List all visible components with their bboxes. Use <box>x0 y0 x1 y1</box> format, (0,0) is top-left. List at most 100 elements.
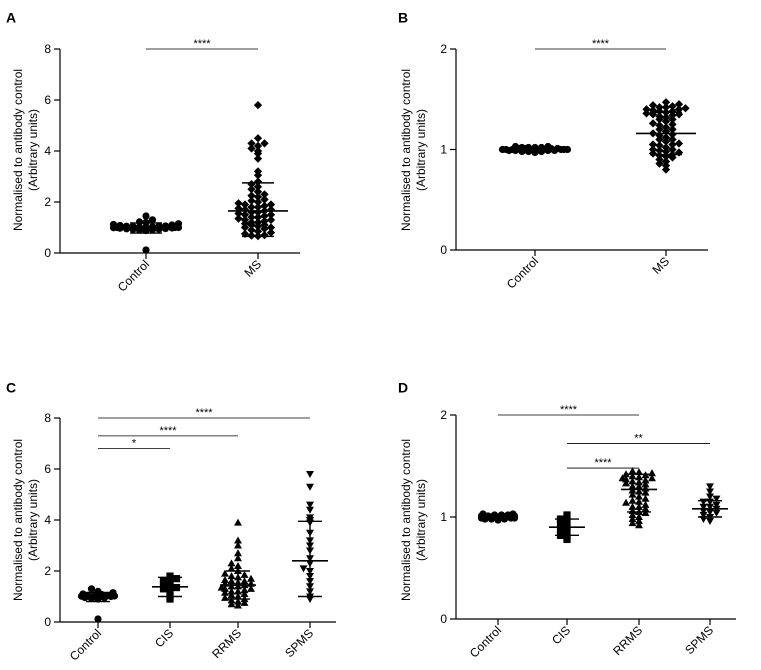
data-point <box>234 518 242 526</box>
data-point <box>168 221 176 229</box>
data-point <box>628 482 637 490</box>
significance-label: ** <box>634 433 643 445</box>
data-point <box>628 477 637 485</box>
data-point <box>635 513 643 521</box>
y-tick-label: 8 <box>44 411 51 425</box>
data-point <box>712 495 721 503</box>
data-point <box>135 218 144 226</box>
data-point <box>661 98 671 107</box>
data-point <box>247 225 256 235</box>
data-point <box>509 510 517 518</box>
panel-a: A Normalised to antibody control(Arbitrar… <box>6 9 300 294</box>
y-axis-label: Normalised to antibody control(Arbitrary… <box>399 439 428 601</box>
data-point <box>306 506 314 514</box>
data-point <box>253 154 263 163</box>
data-point <box>699 515 708 523</box>
data-point <box>240 205 250 214</box>
data-point <box>174 220 183 228</box>
x-tick-label: SPMS <box>282 626 316 660</box>
data-point <box>628 467 637 475</box>
panel-label: D <box>398 379 408 395</box>
data-point <box>109 589 117 597</box>
data-point <box>556 525 565 533</box>
data-point <box>227 559 236 567</box>
data-point <box>306 471 314 479</box>
data-point <box>234 209 243 218</box>
data-point <box>221 569 229 577</box>
data-point <box>635 468 643 476</box>
data-point <box>674 100 684 109</box>
data-point <box>227 572 236 580</box>
data-point <box>706 493 714 501</box>
panel-d: D Normalised to antibody control(Arbitrar… <box>398 379 736 660</box>
y-tick-label: 2 <box>440 408 447 422</box>
data-point <box>240 200 250 209</box>
data-point <box>217 583 226 591</box>
data-point <box>221 588 229 596</box>
data-point <box>234 199 243 208</box>
data-point <box>172 575 181 583</box>
data-point <box>544 142 552 151</box>
data-point <box>635 517 643 525</box>
y-axis-label-line: (Arbitrary units) <box>26 479 40 561</box>
data-point <box>129 222 137 231</box>
y-axis-label-line: Normalised to antibody control <box>11 69 25 231</box>
data-point <box>699 511 708 519</box>
data-point <box>266 210 276 219</box>
data-point <box>628 519 637 527</box>
data-point <box>234 204 243 213</box>
y-tick-label: 6 <box>44 93 51 107</box>
data-point <box>260 211 269 221</box>
data-point <box>622 479 630 487</box>
x-tick-label: MS <box>241 257 264 280</box>
data-point <box>260 231 269 240</box>
y-axis-label-line: (Arbitrary units) <box>26 109 40 191</box>
data-point <box>166 572 174 580</box>
significance-label: **** <box>594 457 612 469</box>
data-point <box>553 144 562 153</box>
data-point <box>247 574 255 582</box>
y-axis-label-line: (Arbitrary units) <box>414 109 428 191</box>
data-point <box>247 144 256 153</box>
data-point <box>240 577 249 585</box>
data-point <box>142 212 150 220</box>
data-point <box>247 185 256 194</box>
data-point <box>234 601 242 609</box>
data-point <box>266 215 276 224</box>
data-point <box>655 112 664 121</box>
data-point <box>661 157 671 166</box>
y-axis-label: Normalised to antibody control(Arbitrary… <box>11 69 40 231</box>
y-tick-label: 1 <box>440 510 447 524</box>
data-point <box>234 554 242 562</box>
data-point <box>94 615 102 623</box>
data-point <box>661 152 671 161</box>
y-axis-label-line: Normalised to antibody control <box>399 439 413 601</box>
data-point <box>227 577 236 585</box>
data-point <box>655 121 664 130</box>
y-tick-label: 4 <box>44 513 51 527</box>
data-point <box>234 214 243 223</box>
y-tick-label: 0 <box>440 243 447 257</box>
panel-label: C <box>6 379 16 395</box>
panel-c: C Normalised to antibody control(Arbitrar… <box>6 379 336 663</box>
significance-label: **** <box>193 38 211 50</box>
y-tick-label: 0 <box>44 615 51 629</box>
y-axis-label-line: Normalised to antibody control <box>399 69 413 231</box>
data-point <box>247 139 256 148</box>
data-point <box>641 480 650 488</box>
data-point <box>247 191 256 200</box>
data-point <box>628 515 637 523</box>
data-point <box>227 587 236 595</box>
significance-label: **** <box>560 404 578 416</box>
data-point <box>306 514 314 522</box>
data-point <box>674 105 684 114</box>
data-point <box>227 564 236 572</box>
significance-label: **** <box>592 38 610 50</box>
data-point <box>247 196 256 205</box>
data-point <box>240 586 249 594</box>
data-point <box>648 474 656 482</box>
data-point <box>247 180 256 189</box>
data-point <box>648 101 658 110</box>
data-point <box>668 102 677 111</box>
